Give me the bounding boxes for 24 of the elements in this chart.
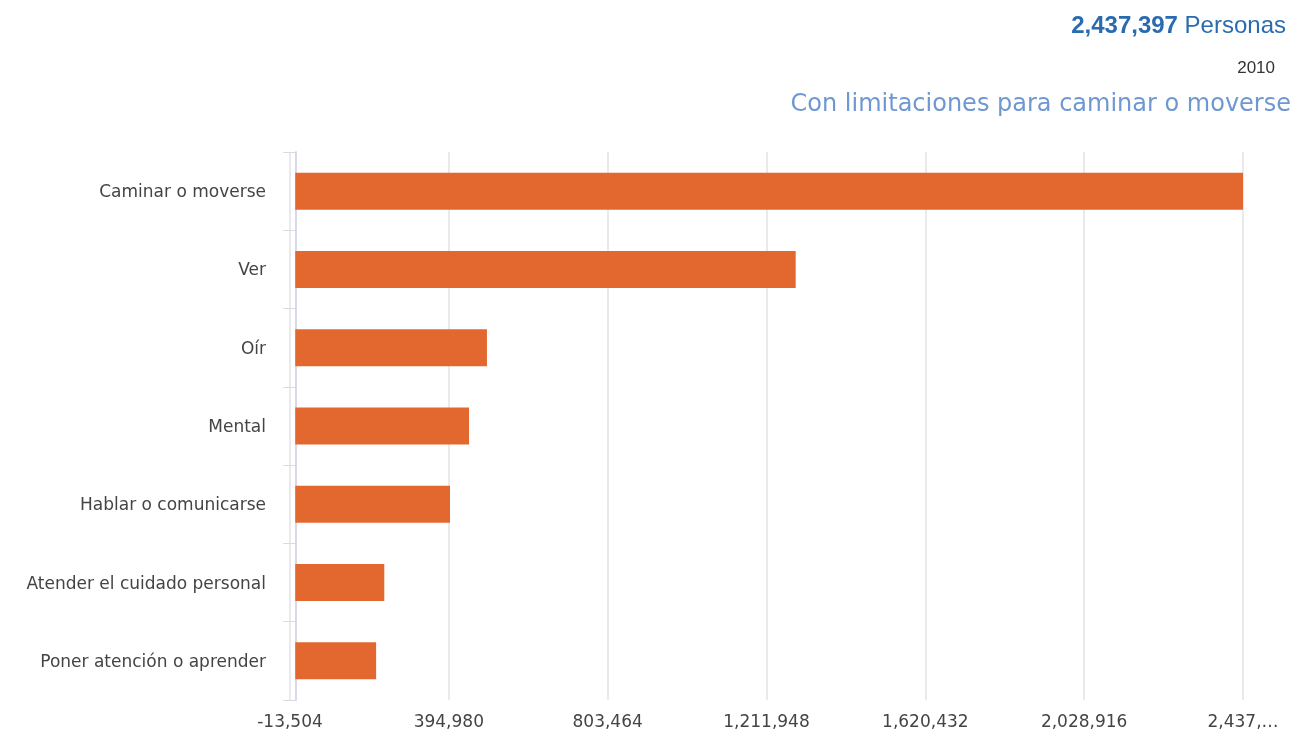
bar	[295, 564, 385, 602]
x-tick-label: 803,464	[572, 710, 643, 731]
bar	[295, 642, 377, 680]
bar	[295, 407, 470, 445]
y-tick-label: Mental	[208, 416, 266, 436]
bar	[295, 172, 1243, 210]
chart-subtitle: 2010	[1237, 58, 1276, 77]
x-tick-label: 2,437,…	[1207, 710, 1279, 731]
x-tick-label: 1,620,432	[882, 710, 969, 731]
chart-title: Con limitaciones para caminar o moverse	[790, 89, 1292, 117]
y-tick-label: Oír	[240, 337, 267, 358]
y-tick-label: Ver	[238, 259, 266, 280]
y-tick-label: Hablar o comunicarse	[80, 494, 266, 515]
x-tick-label: 1,211,948	[723, 710, 810, 731]
y-tick-label: Caminar o moverse	[99, 181, 266, 202]
bar	[295, 250, 796, 288]
y-tick-label: Atender el cuidado personal	[26, 572, 266, 593]
bar	[295, 329, 487, 367]
x-tick-label: 2,028,916	[1040, 710, 1128, 731]
x-tick-label: 394,980	[413, 710, 484, 731]
text: 2,437,397 Personas	[1071, 10, 1286, 38]
y-tick-label: Poner atención o aprender	[40, 650, 266, 671]
x-tick-label: -13,504	[257, 710, 323, 731]
bar	[295, 485, 451, 523]
